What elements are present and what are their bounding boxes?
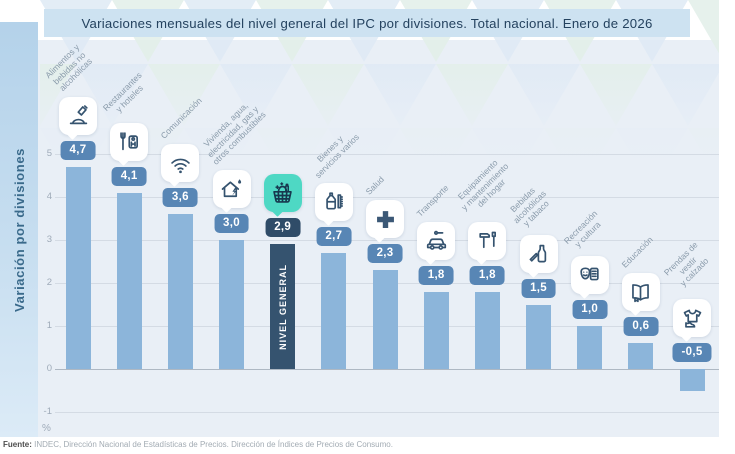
value-badge-9: 1,5 [521, 278, 556, 298]
tools-icon [468, 221, 507, 265]
value-badge-5: 2,7 [316, 226, 352, 246]
bottle-cigarette-icon [519, 234, 558, 278]
source-footer: Fuente: INDEC, Dirección Nacional de Est… [0, 437, 735, 454]
food-icon [59, 96, 97, 140]
value-badge-8: 1,8 [469, 265, 505, 285]
bar-division-2 [167, 214, 193, 369]
bar-division-11 [628, 343, 654, 369]
bar-division-8 [474, 291, 500, 369]
y-tick-label: 0 [46, 363, 52, 374]
y-tick-label: -1 [43, 406, 52, 417]
value-badge-2: 3,6 [162, 188, 198, 208]
value-badge-6: 2,3 [367, 244, 403, 264]
chart-title: Variaciones mensuales del nivel general … [81, 15, 653, 31]
value-badge-4: 2,9 [265, 218, 301, 238]
bar-division-0 [65, 166, 91, 369]
nivel-general-bar-label: NIVEL GENERAL [277, 263, 288, 350]
value-badge-3: 3,0 [214, 214, 249, 233]
wifi-icon [161, 144, 200, 188]
source-text: Fuente: INDEC, Dirección Nacional de Est… [3, 440, 393, 449]
value-badge-0: 4,7 [60, 140, 96, 160]
bar-division-9 [526, 304, 552, 369]
bar-division-1 [116, 192, 142, 369]
y-tick-label: 4 [46, 191, 52, 202]
bar-division-6 [372, 270, 398, 369]
bar-division-12 [679, 369, 705, 391]
bar-division-10 [577, 326, 603, 369]
y-tick-label: 3 [46, 234, 52, 245]
masks-icon [570, 256, 609, 299]
value-badge-12: -0,5 [672, 343, 712, 362]
y-axis-title-band: Variación por divisiones [0, 22, 38, 437]
bar-division-3 [219, 240, 244, 369]
y-axis-title: Variación por divisiones [11, 147, 27, 312]
gridline-y-1 [55, 411, 719, 413]
value-badge-11: 0,6 [623, 317, 659, 337]
goods-icon [314, 182, 353, 226]
gridline-y0 [55, 368, 719, 370]
value-badge-7: 1,8 [418, 265, 454, 285]
health-cross-icon [366, 200, 405, 243]
value-badge-10: 1,0 [572, 300, 608, 319]
source-label: Fuente: [3, 440, 32, 449]
bar-division-7 [423, 291, 449, 369]
pattern-fade-overlay [38, 55, 719, 167]
restaurant-hotel-icon [110, 122, 149, 166]
clothing-icon [673, 299, 712, 342]
bar-nivel-general: NIVEL GENERAL [270, 244, 296, 369]
y-tick-label: 5 [46, 148, 52, 159]
book-icon [621, 273, 660, 317]
unit-label: % [42, 423, 51, 434]
gridline-y3 [55, 239, 719, 241]
y-tick-label: 1 [46, 320, 52, 331]
gridline-y5 [55, 153, 719, 155]
value-badge-1: 4,1 [111, 166, 147, 186]
car-icon [417, 221, 456, 265]
bar-division-5 [321, 252, 347, 369]
gridline-y4 [55, 196, 719, 198]
basket-icon [263, 174, 302, 218]
housing-icon [212, 170, 251, 213]
chart-title-bar: Variaciones mensuales del nivel general … [44, 9, 690, 37]
y-tick-label: 2 [46, 277, 52, 288]
